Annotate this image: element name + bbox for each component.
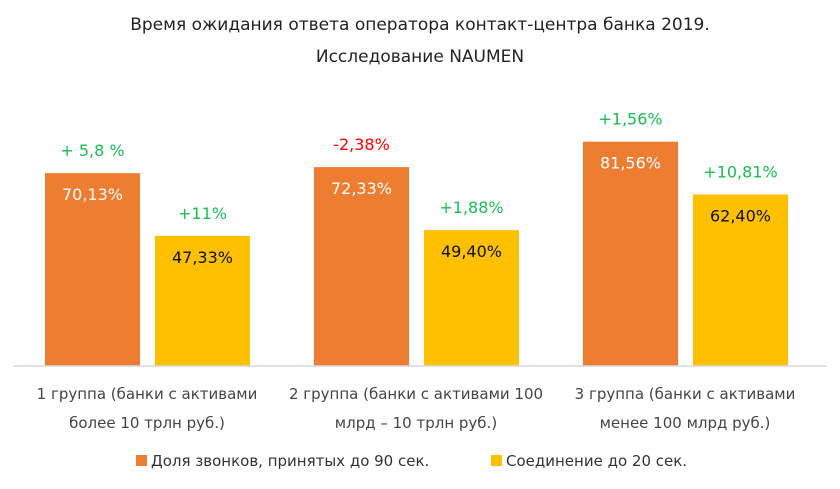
change-label: +1,88% <box>439 198 503 217</box>
bar-series-1-group-2 <box>314 167 409 366</box>
chart-title-line-2: Исследование NAUMEN <box>316 47 524 67</box>
bar-series-1-group-3 <box>583 141 678 366</box>
category-label: менее 100 млрд руб.) <box>600 414 771 432</box>
bar-series-1-group-1 <box>45 173 140 366</box>
category-label: более 10 трлн руб.) <box>69 414 225 432</box>
bar-series-2-group-3 <box>693 194 788 366</box>
data-label: 47,33% <box>172 248 233 267</box>
data-label: 70,13% <box>62 185 123 204</box>
data-label: 81,56% <box>600 154 661 173</box>
data-label: 49,40% <box>441 242 502 261</box>
change-label: +10,81% <box>703 162 777 181</box>
legend-label-series-1: Доля звонков, принятых до 90 сек. <box>151 452 429 470</box>
bar-series-2-group-1 <box>155 235 250 366</box>
category-label: 3 группа (банки с активами <box>575 385 796 403</box>
data-label: 62,40% <box>710 206 771 225</box>
category-label: 1 группа (банки с активами <box>37 385 258 403</box>
legend: Доля звонков, принятых до 90 сек. Соедин… <box>136 452 687 470</box>
change-label: +11% <box>178 204 227 223</box>
legend-label-series-2: Соединение до 20 сек. <box>506 452 687 470</box>
change-label: -2,38% <box>333 135 390 154</box>
change-label: + 5,8 % <box>60 141 124 160</box>
legend-swatch-series-1 <box>136 455 147 466</box>
chart-title-line-1: Время ожидания ответа оператора контакт-… <box>130 15 710 35</box>
data-label: 72,33% <box>331 179 392 198</box>
change-label: +1,56% <box>598 110 662 129</box>
legend-swatch-series-2 <box>491 455 502 466</box>
category-label: млрд – 10 трлн руб.) <box>335 414 497 432</box>
category-label: 2 группа (банки с активами 100 <box>289 385 543 403</box>
bar-series-2-group-2 <box>424 230 519 366</box>
